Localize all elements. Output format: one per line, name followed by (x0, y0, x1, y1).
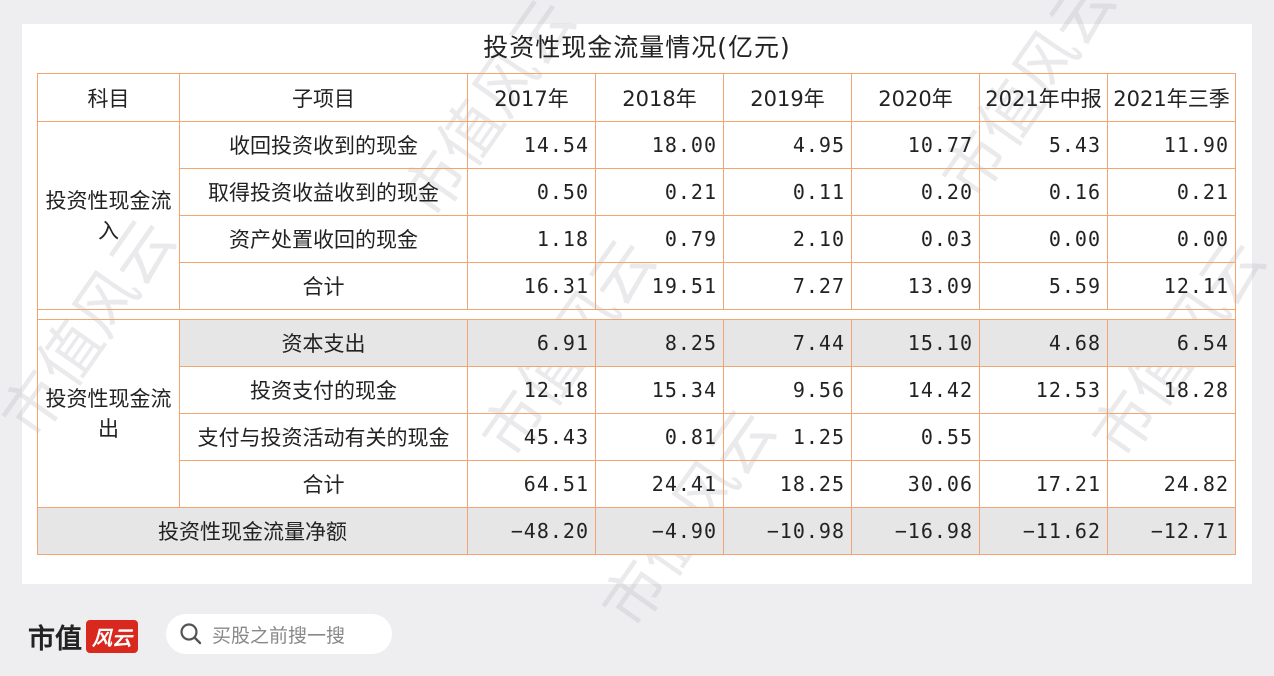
value-cell: −10.98 (723, 507, 852, 555)
header-cell: 科目 (37, 73, 180, 122)
value-cell: 45.43 (467, 413, 596, 461)
value-cell: 14.54 (467, 121, 596, 169)
value-cell: 0.55 (851, 413, 980, 461)
value-cell: 7.27 (723, 262, 852, 310)
value-cell: 13.09 (851, 262, 980, 310)
search-placeholder: 买股之前搜一搜 (212, 624, 346, 647)
row-label: 资本支出 (179, 319, 468, 367)
value-cell: 0.21 (1107, 168, 1236, 216)
value-cell: −11.62 (979, 507, 1108, 555)
header-cell: 2021年中报 (979, 73, 1108, 122)
logo-text: 市值 (28, 623, 82, 655)
value-cell: 1.18 (467, 215, 596, 263)
value-cell: 0.79 (595, 215, 724, 263)
value-cell: 64.51 (467, 460, 596, 508)
header-row: 科目 子项目 2017年 2018年 2019年 2020年 2021年中报 2… (37, 73, 1236, 122)
value-cell: 12.53 (979, 366, 1108, 414)
value-cell (979, 413, 1108, 461)
value-cell: 5.59 (979, 262, 1108, 310)
value-cell: −12.71 (1107, 507, 1236, 555)
row-label: 取得投资收益收到的现金 (179, 168, 468, 216)
separator-cell (37, 309, 1236, 320)
value-cell: 7.44 (723, 319, 852, 367)
value-cell: 18.25 (723, 460, 852, 508)
value-cell: 11.90 (1107, 121, 1236, 169)
value-cell: 4.68 (979, 319, 1108, 367)
value-cell: 14.42 (851, 366, 980, 414)
value-cell: 18.00 (595, 121, 724, 169)
row-label: 合计 (179, 460, 468, 508)
cash-flow-table: 科目 子项目 2017年 2018年 2019年 2020年 2021年中报 2… (37, 73, 1236, 555)
table-row: 投资性现金流入 收回投资收到的现金 14.54 18.00 4.95 10.77… (37, 121, 1236, 310)
value-cell: 24.82 (1107, 460, 1236, 508)
table-row: 投资性现金流出 资本支出 6.91 8.25 7.44 15.10 4.68 6… (37, 319, 1236, 508)
value-cell: 16.31 (467, 262, 596, 310)
search-box[interactable]: 买股之前搜一搜 (166, 614, 392, 654)
value-cell: 0.16 (979, 168, 1108, 216)
group-label-inflow: 投资性现金流入 (37, 121, 180, 310)
value-cell: 0.00 (1107, 215, 1236, 263)
value-cell: −16.98 (851, 507, 980, 555)
row-label: 收回投资收到的现金 (179, 121, 468, 169)
table-row: 支付与投资活动有关的现金 45.43 0.81 1.25 0.55 (38, 413, 1236, 461)
value-cell: 0.81 (595, 413, 724, 461)
value-cell: 30.06 (851, 460, 980, 508)
value-cell: 12.18 (467, 366, 596, 414)
net-label: 投资性现金流量净额 (37, 507, 468, 555)
header-cell: 子项目 (179, 73, 468, 122)
net-row: 投资性现金流量净额 −48.20 −4.90 −10.98 −16.98 −11… (37, 507, 1236, 555)
table-title: 投资性现金流量情况(亿元) (483, 33, 791, 62)
header-cell: 2017年 (467, 73, 596, 122)
row-label: 支付与投资活动有关的现金 (179, 413, 468, 461)
value-cell: 0.03 (851, 215, 980, 263)
row-label: 投资支付的现金 (179, 366, 468, 414)
table-row: 合计 64.51 24.41 18.25 30.06 17.21 24.82 (38, 460, 1236, 508)
value-cell (1107, 413, 1236, 461)
value-cell: 15.10 (851, 319, 980, 367)
value-cell: 17.21 (979, 460, 1108, 508)
value-cell: 6.91 (467, 319, 596, 367)
value-cell: 24.41 (595, 460, 724, 508)
brand-logo[interactable]: 市值 风云 (28, 616, 138, 656)
header-cell: 2018年 (595, 73, 724, 122)
value-cell: 15.34 (595, 366, 724, 414)
row-label: 合计 (179, 262, 468, 310)
row-label: 资产处置收回的现金 (179, 215, 468, 263)
value-cell: 18.28 (1107, 366, 1236, 414)
logo-seal: 风云 (86, 619, 138, 653)
value-cell: 0.21 (595, 168, 724, 216)
value-cell: 5.43 (979, 121, 1108, 169)
value-cell: 10.77 (851, 121, 980, 169)
table-row: 投资支付的现金 12.18 15.34 9.56 14.42 12.53 18.… (38, 366, 1236, 414)
value-cell: 9.56 (723, 366, 852, 414)
header-cell: 2020年 (851, 73, 980, 122)
value-cell: −4.90 (595, 507, 724, 555)
value-cell: 4.95 (723, 121, 852, 169)
value-cell: 12.11 (1107, 262, 1236, 310)
value-cell: 1.25 (723, 413, 852, 461)
value-cell: 0.11 (723, 168, 852, 216)
value-cell: 19.51 (595, 262, 724, 310)
group-label-outflow: 投资性现金流出 (37, 319, 180, 508)
value-cell: 6.54 (1107, 319, 1236, 367)
separator-row (37, 309, 1236, 320)
value-cell: −48.20 (467, 507, 596, 555)
value-cell: 2.10 (723, 215, 852, 263)
table-row: 取得投资收益收到的现金 0.50 0.21 0.11 0.20 0.16 0.2… (38, 168, 1236, 216)
value-cell: 0.50 (467, 168, 596, 216)
value-cell: 8.25 (595, 319, 724, 367)
header-cell: 2021年三季 (1107, 73, 1236, 122)
table-row: 合计 16.31 19.51 7.27 13.09 5.59 12.11 (38, 262, 1236, 310)
value-cell: 0.20 (851, 168, 980, 216)
table-row: 资产处置收回的现金 1.18 0.79 2.10 0.03 0.00 0.00 (38, 215, 1236, 263)
search-icon (180, 623, 202, 645)
value-cell: 0.00 (979, 215, 1108, 263)
header-cell: 2019年 (723, 73, 852, 122)
